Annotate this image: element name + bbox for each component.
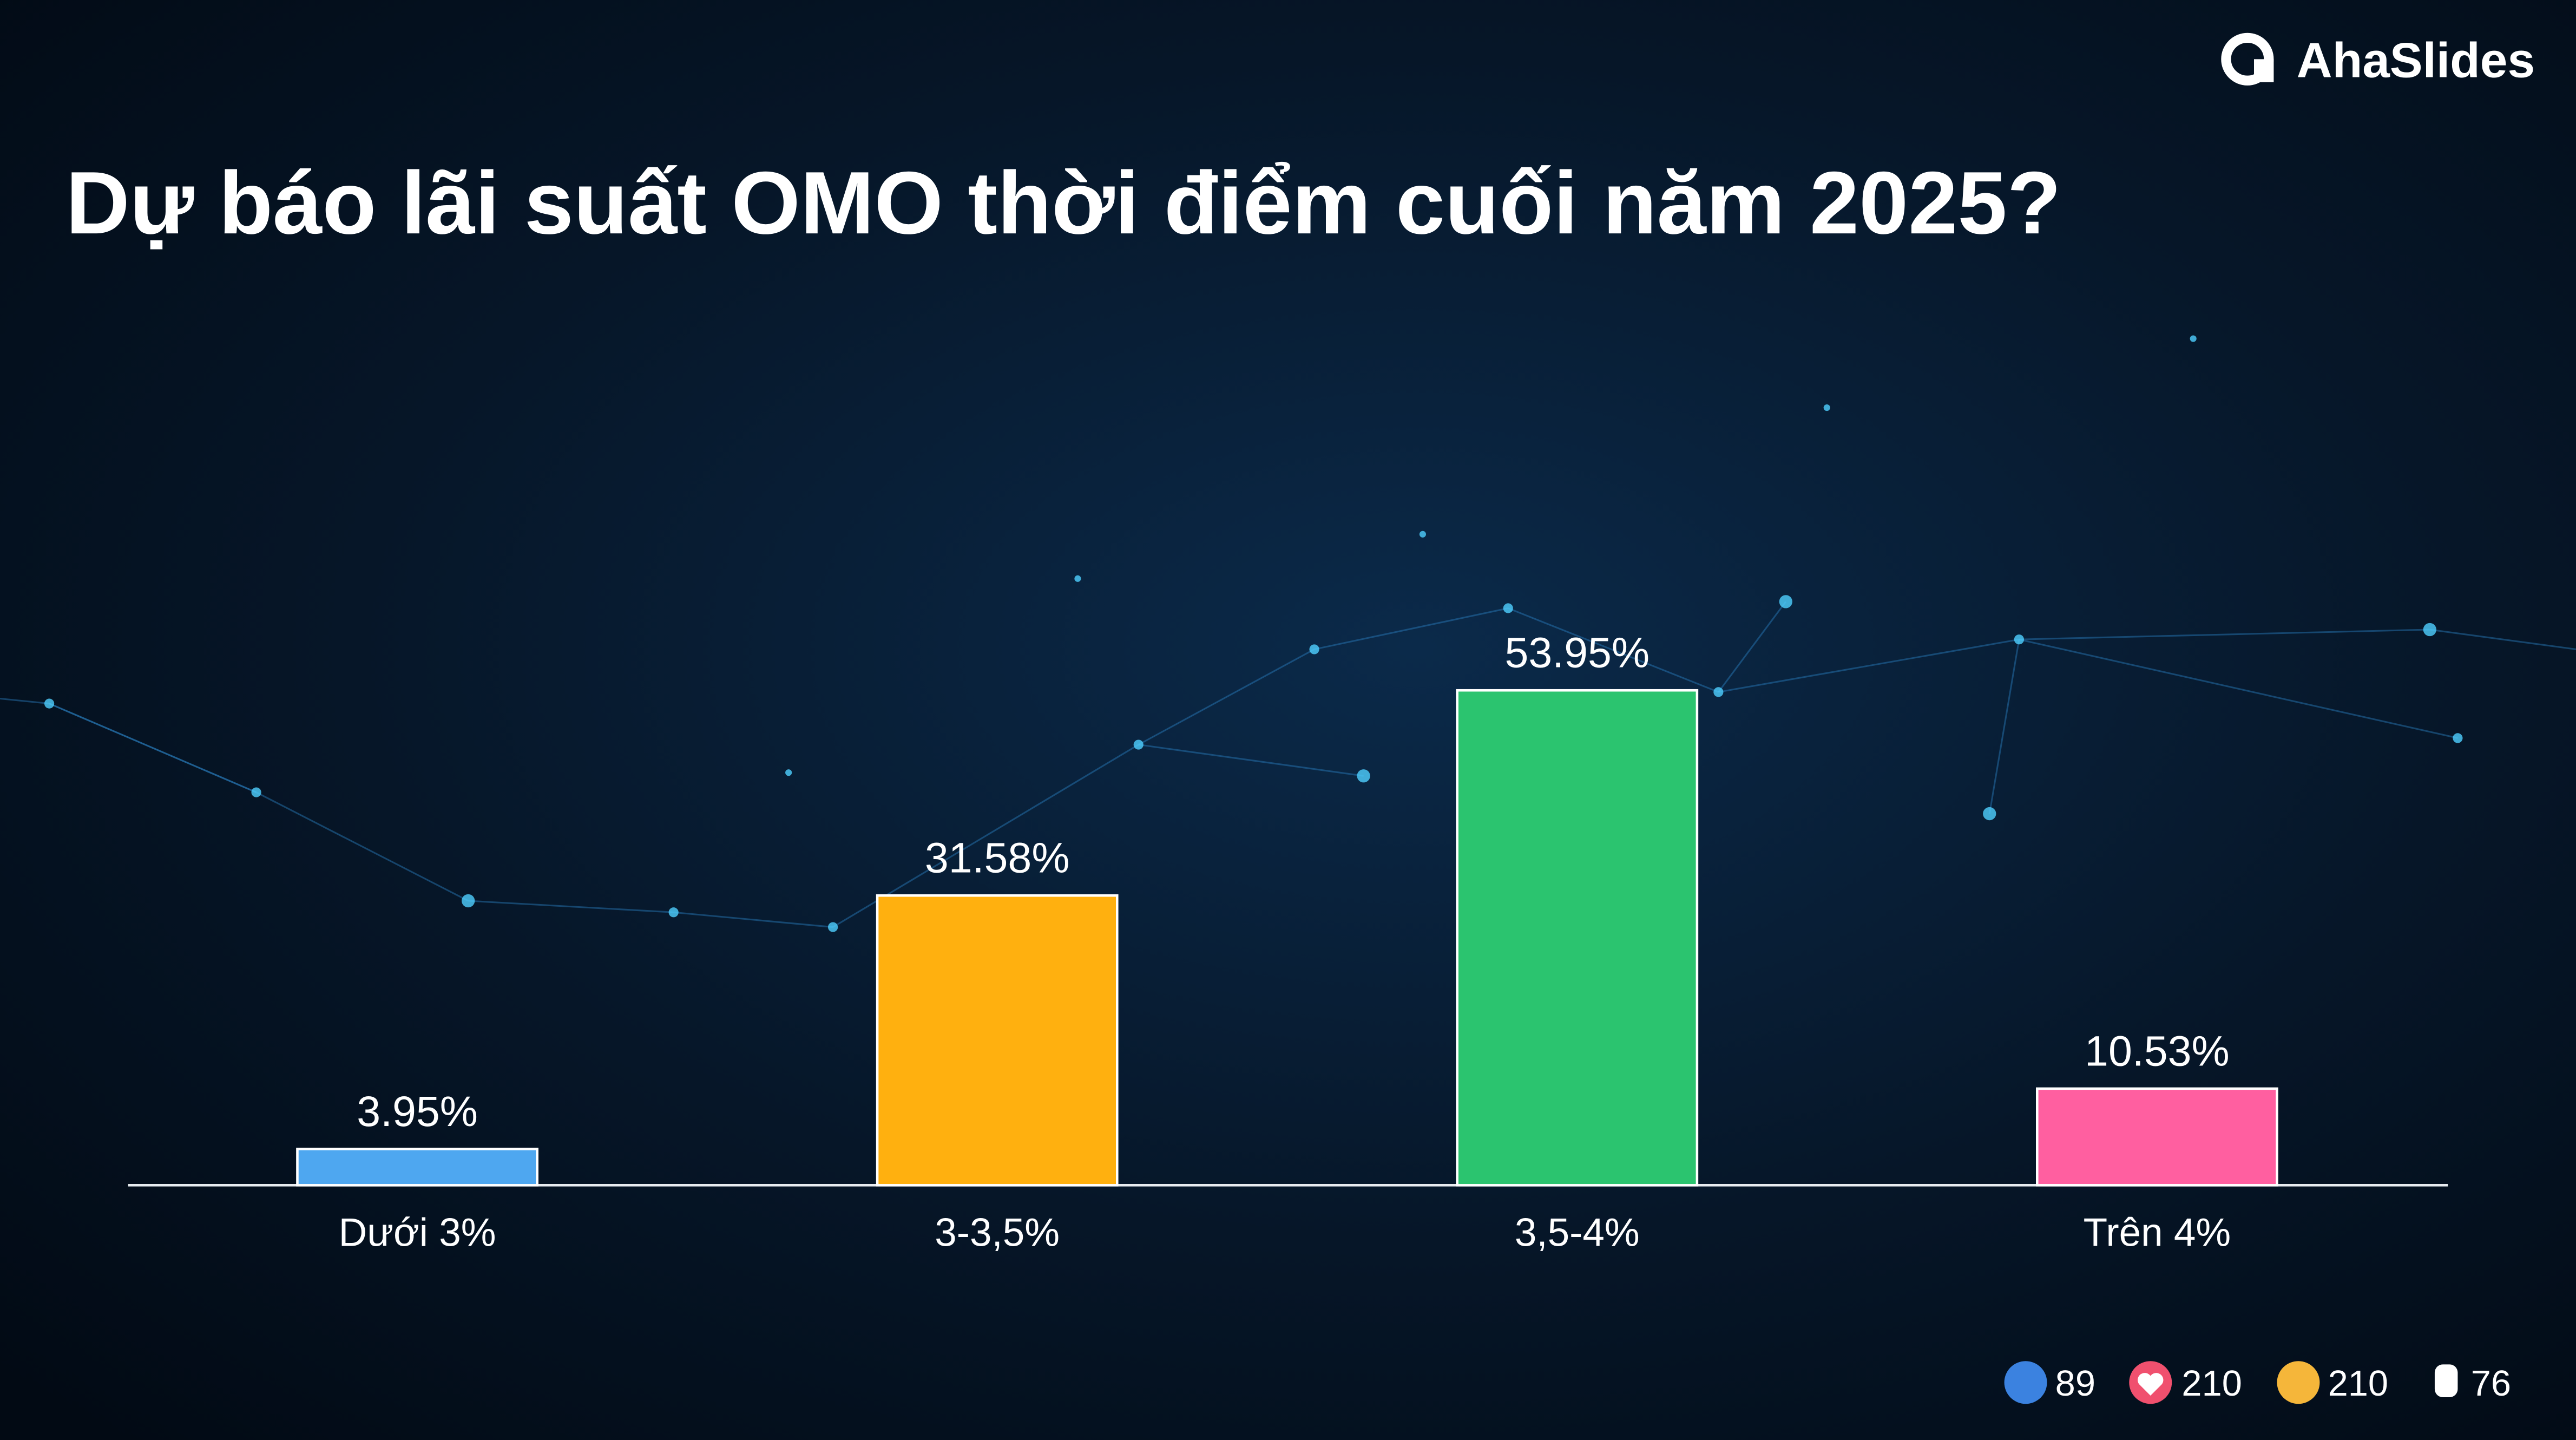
brand-name: AhaSlides bbox=[2297, 34, 2535, 88]
value-label: 53.95% bbox=[1504, 629, 1650, 677]
heart-shape bbox=[2138, 1373, 2164, 1396]
category-label: Trên 4% bbox=[2084, 1211, 2231, 1255]
reaction-count: 89 bbox=[2055, 1364, 2095, 1404]
reaction-count: 76 bbox=[2471, 1364, 2511, 1404]
value-label: 3.95% bbox=[357, 1088, 478, 1135]
chart-title: Dự báo lãi suất OMO thời điểm cuối năm 2… bbox=[65, 153, 2061, 252]
reactions bbox=[2004, 1361, 2458, 1404]
brand-logo bbox=[2221, 32, 2274, 86]
value-label: 10.53% bbox=[2085, 1027, 2230, 1075]
value-label: 31.58% bbox=[925, 834, 1070, 882]
reaction-count: 210 bbox=[2181, 1364, 2242, 1404]
hand-icon bbox=[2434, 1364, 2458, 1398]
category-label: Dưới 3% bbox=[339, 1211, 496, 1255]
laugh-icon bbox=[2277, 1361, 2320, 1404]
category-label: 3,5-4% bbox=[1515, 1211, 1640, 1255]
bar bbox=[2036, 1087, 2278, 1187]
reaction-count: 210 bbox=[2328, 1364, 2388, 1404]
like-icon bbox=[2004, 1361, 2047, 1404]
bar bbox=[1456, 689, 1699, 1187]
category-label: 3-3,5% bbox=[935, 1211, 1060, 1255]
bar bbox=[296, 1148, 538, 1187]
bar bbox=[876, 894, 1119, 1187]
background-network bbox=[0, 335, 2576, 932]
